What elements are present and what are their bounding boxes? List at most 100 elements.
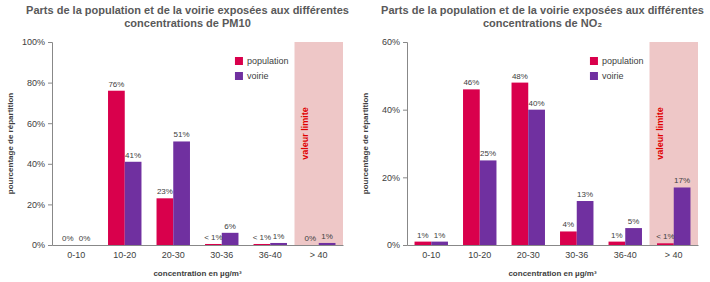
x-axis: 0-10 10-20 20-30 30-36 36-40 > 40	[53, 245, 344, 260]
tick-label: 40%	[27, 159, 45, 169]
y-axis-title: pourcentage de répartition	[6, 93, 15, 194]
data-label: 17%	[674, 176, 690, 185]
tick-mark	[403, 42, 407, 43]
chart-panel: Parts de la population et de la voirie e…	[361, 4, 704, 278]
bar	[463, 89, 480, 245]
tick-label: 30-36	[210, 250, 233, 260]
data-label: 0%	[79, 234, 91, 243]
data-label: 51%	[174, 130, 190, 139]
axis-line	[408, 245, 699, 246]
bar	[674, 187, 691, 245]
y-tick: 40%	[27, 159, 52, 169]
data-label: 1%	[273, 232, 285, 241]
chart-title-line: concentrations de PM10	[124, 17, 251, 29]
tick-label: 80%	[27, 78, 45, 88]
limit-band	[295, 42, 344, 245]
data-label: 23%	[157, 187, 173, 196]
bars	[108, 91, 335, 245]
legend-swatch	[590, 72, 598, 80]
axis-line	[48, 43, 53, 246]
tick-mark	[48, 83, 52, 84]
x-tick: 20-30	[162, 245, 185, 260]
data-label: 4%	[563, 220, 575, 229]
y-tick: 20%	[27, 200, 52, 210]
chart-panel: Parts de la population et de la voirie e…	[6, 4, 349, 278]
tick-label: 10-20	[468, 250, 491, 260]
bar	[76, 245, 93, 246]
axis-line	[53, 245, 344, 246]
chart-title-line: Parts de la population et de la voirie e…	[26, 4, 349, 16]
tick-label: 20-30	[162, 250, 185, 260]
chart-title-line: Parts de la population et de la voirie e…	[381, 4, 704, 16]
bar	[625, 228, 642, 245]
data-label: 41%	[125, 151, 141, 160]
y-axis: 0%20%40%60%	[382, 37, 408, 250]
bar	[560, 231, 577, 245]
axis-line	[403, 43, 408, 246]
x-tick: 36-40	[614, 245, 637, 260]
data-label: 1%	[321, 232, 333, 241]
legend-swatch	[235, 72, 243, 80]
x-tick: 10-20	[113, 245, 136, 260]
annotation: valeur limite	[655, 107, 665, 160]
x-tick: 20-30	[517, 245, 540, 260]
x-tick: > 40	[665, 245, 683, 260]
tick-label: 30-36	[565, 250, 588, 260]
data-label: 1%	[434, 231, 446, 240]
x-tick: 0-10	[67, 245, 85, 260]
tick-label: 0-10	[67, 250, 85, 260]
chart-title: Parts de la population et de la voirie e…	[381, 4, 704, 29]
legend-swatch	[235, 57, 243, 65]
bar	[60, 245, 77, 246]
y-tick: 80%	[27, 78, 52, 88]
tick-label: 100%	[22, 37, 45, 47]
chart-title-line: concentrations de NO₂	[483, 17, 602, 29]
bar	[431, 242, 448, 245]
bar	[173, 141, 190, 245]
y-tick: 0%	[32, 240, 52, 250]
tick-mark	[48, 245, 52, 246]
data-label: < 1%	[253, 233, 271, 242]
legend-label: population	[602, 56, 644, 66]
bar	[108, 91, 125, 245]
legend: populationvoirie	[235, 56, 289, 81]
x-tick: 30-36	[565, 245, 588, 260]
tick-label: 0%	[32, 240, 45, 250]
bar	[270, 243, 287, 245]
tick-label: > 40	[665, 250, 683, 260]
bar	[205, 244, 222, 245]
tick-label: 36-40	[614, 250, 637, 260]
y-tick: 60%	[382, 37, 407, 47]
bar	[577, 201, 594, 245]
x-axis-title: concentration en µg/m³	[508, 269, 597, 278]
data-label: 6%	[224, 222, 236, 231]
y-axis-title: pourcentage de répartition	[361, 93, 370, 194]
bar	[222, 233, 239, 245]
data-label: 25%	[480, 149, 496, 158]
tick-label: 36-40	[259, 250, 282, 260]
tick-label: 10-20	[113, 250, 136, 260]
y-tick: 100%	[22, 37, 52, 47]
y-tick: 60%	[27, 119, 52, 129]
tick-mark	[48, 204, 52, 205]
data-label: 48%	[512, 72, 528, 81]
bars	[415, 83, 691, 245]
tick-label: > 40	[310, 250, 328, 260]
x-tick: 10-20	[468, 245, 491, 260]
tick-mark	[48, 164, 52, 165]
tick-mark	[48, 42, 52, 43]
bar	[302, 245, 319, 246]
bar	[125, 162, 142, 245]
legend-swatch	[590, 57, 598, 65]
y-axis: 0% 20% 40% 60% 80% 100%	[22, 37, 53, 250]
tick-mark	[403, 110, 407, 111]
tick-label: 20-30	[517, 250, 540, 260]
data-label: 13%	[577, 190, 593, 199]
legend-label: voirie	[602, 71, 624, 81]
annotation: valeur limite	[300, 107, 310, 160]
legend-label: voirie	[247, 71, 269, 81]
bar	[480, 160, 497, 245]
legend: population voirie	[590, 56, 644, 81]
data-label: < 1%	[656, 232, 674, 241]
bar	[512, 83, 529, 245]
